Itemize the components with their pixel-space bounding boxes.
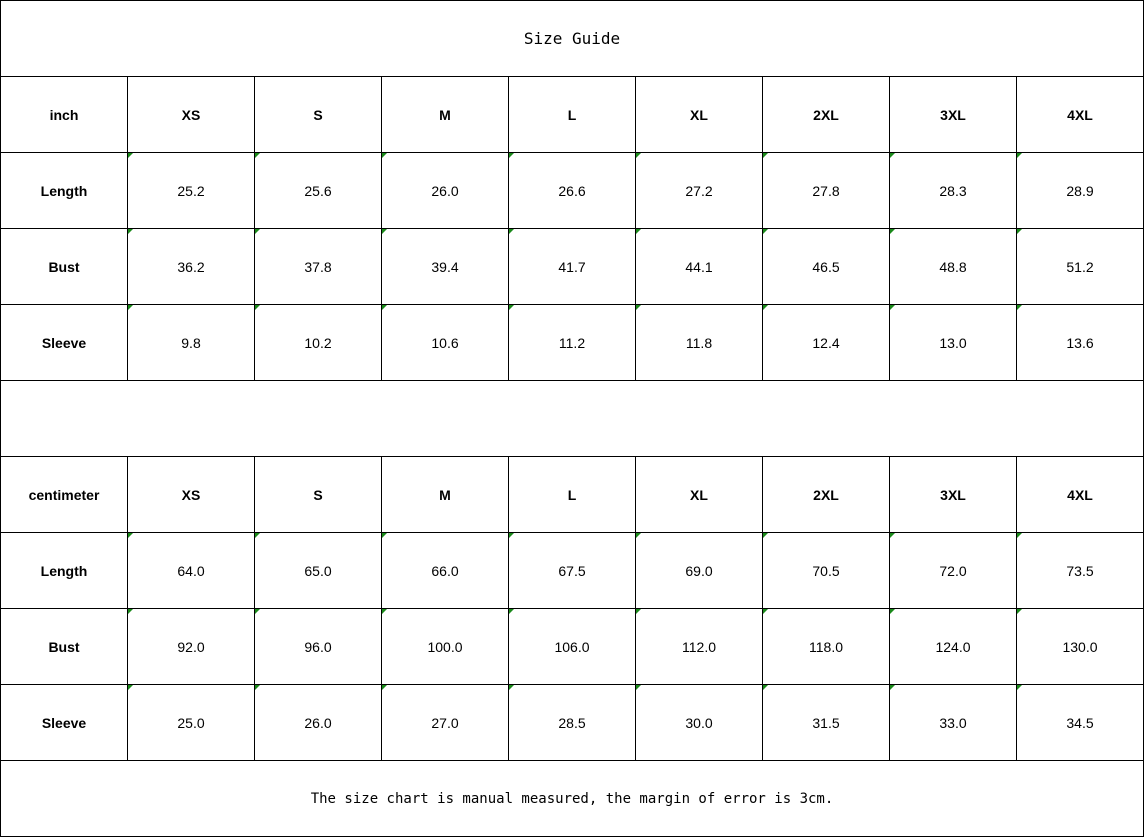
measurement-cell: 33.0 bbox=[889, 684, 1017, 761]
measurement-cell: 27.2 bbox=[635, 152, 763, 229]
measurement-cell: 28.3 bbox=[889, 152, 1017, 229]
measurement-cell: 92.0 bbox=[127, 608, 255, 685]
spacer-row bbox=[0, 380, 1144, 457]
table-row: Length 25.2 25.6 26.0 26.6 27.2 27.8 28.3 28.9 bbox=[0, 152, 1144, 229]
measurement-cell: 44.1 bbox=[635, 228, 763, 305]
size-header: 3XL bbox=[889, 76, 1017, 153]
size-header-row: inch XS S M L XL 2XL 3XL 4XL bbox=[0, 76, 1144, 153]
spacer-cell bbox=[0, 380, 1144, 457]
measurement-cell: 41.7 bbox=[508, 228, 636, 305]
size-header: L bbox=[508, 456, 636, 533]
size-header: L bbox=[508, 76, 636, 153]
measurement-note: The size chart is manual measured, the m… bbox=[0, 760, 1144, 837]
measurement-cell: 65.0 bbox=[254, 532, 382, 609]
table-row: Bust 36.2 37.8 39.4 41.7 44.1 46.5 48.8 51.2 bbox=[0, 228, 1144, 305]
size-header: 4XL bbox=[1015, 456, 1144, 533]
size-header: XS bbox=[127, 76, 255, 153]
row-label: Sleeve bbox=[0, 684, 128, 761]
page-title: Size Guide bbox=[0, 0, 1144, 77]
size-header: 2XL bbox=[762, 456, 890, 533]
measurement-cell: 96.0 bbox=[254, 608, 382, 685]
measurement-cell: 28.9 bbox=[1015, 152, 1144, 229]
measurement-cell: 67.5 bbox=[508, 532, 636, 609]
size-header: S bbox=[254, 76, 382, 153]
measurement-cell: 25.0 bbox=[127, 684, 255, 761]
row-label: Bust bbox=[0, 228, 128, 305]
note-row: The size chart is manual measured, the m… bbox=[0, 760, 1144, 837]
measurement-cell: 13.6 bbox=[1015, 304, 1144, 381]
size-header: S bbox=[254, 456, 382, 533]
measurement-cell: 27.0 bbox=[381, 684, 509, 761]
measurement-cell: 130.0 bbox=[1015, 608, 1144, 685]
table-row: Bust 92.0 96.0 100.0 106.0 112.0 118.0 124.0 130… bbox=[0, 608, 1144, 685]
measurement-cell: 25.6 bbox=[254, 152, 382, 229]
size-header: M bbox=[381, 456, 509, 533]
measurement-cell: 9.8 bbox=[127, 304, 255, 381]
measurement-cell: 37.8 bbox=[254, 228, 382, 305]
table-row: Sleeve 25.0 26.0 27.0 28.5 30.0 31.5 33.0 34.5 bbox=[0, 684, 1144, 761]
row-label: Length bbox=[0, 152, 128, 229]
size-header: XL bbox=[635, 76, 763, 153]
measurement-cell: 73.5 bbox=[1015, 532, 1144, 609]
size-header: M bbox=[381, 76, 509, 153]
row-label: Bust bbox=[0, 608, 128, 685]
measurement-cell: 11.2 bbox=[508, 304, 636, 381]
measurement-cell: 51.2 bbox=[1015, 228, 1144, 305]
size-header-row: centimeter XS S M L XL 2XL 3XL 4XL bbox=[0, 456, 1144, 533]
size-header: 2XL bbox=[762, 76, 890, 153]
row-label: Sleeve bbox=[0, 304, 128, 381]
measurement-cell: 100.0 bbox=[381, 608, 509, 685]
measurement-cell: 70.5 bbox=[762, 532, 890, 609]
measurement-cell: 27.8 bbox=[762, 152, 890, 229]
table-row: Length 64.0 65.0 66.0 67.5 69.0 70.5 72.0 73.5 bbox=[0, 532, 1144, 609]
measurement-cell: 26.6 bbox=[508, 152, 636, 229]
measurement-cell: 36.2 bbox=[127, 228, 255, 305]
measurement-cell: 11.8 bbox=[635, 304, 763, 381]
size-header: XS bbox=[127, 456, 255, 533]
measurement-cell: 118.0 bbox=[762, 608, 890, 685]
table-row: Sleeve 9.8 10.2 10.6 11.2 11.8 12.4 13.0 13.6 bbox=[0, 304, 1144, 381]
measurement-cell: 48.8 bbox=[889, 228, 1017, 305]
measurement-cell: 25.2 bbox=[127, 152, 255, 229]
measurement-cell: 34.5 bbox=[1015, 684, 1144, 761]
size-header: 3XL bbox=[889, 456, 1017, 533]
measurement-cell: 26.0 bbox=[254, 684, 382, 761]
measurement-cell: 124.0 bbox=[889, 608, 1017, 685]
row-label: Length bbox=[0, 532, 128, 609]
measurement-cell: 28.5 bbox=[508, 684, 636, 761]
unit-label: centimeter bbox=[0, 456, 128, 533]
size-header: 4XL bbox=[1015, 76, 1144, 153]
measurement-cell: 31.5 bbox=[762, 684, 890, 761]
measurement-cell: 66.0 bbox=[381, 532, 509, 609]
measurement-cell: 12.4 bbox=[762, 304, 890, 381]
measurement-cell: 69.0 bbox=[635, 532, 763, 609]
unit-label: inch bbox=[0, 76, 128, 153]
measurement-cell: 26.0 bbox=[381, 152, 509, 229]
measurement-cell: 112.0 bbox=[635, 608, 763, 685]
measurement-cell: 106.0 bbox=[508, 608, 636, 685]
size-header: XL bbox=[635, 456, 763, 533]
measurement-cell: 39.4 bbox=[381, 228, 509, 305]
measurement-cell: 13.0 bbox=[889, 304, 1017, 381]
measurement-cell: 10.6 bbox=[381, 304, 509, 381]
measurement-cell: 30.0 bbox=[635, 684, 763, 761]
measurement-cell: 72.0 bbox=[889, 532, 1017, 609]
title-row: Size Guide bbox=[0, 0, 1144, 77]
measurement-cell: 46.5 bbox=[762, 228, 890, 305]
measurement-cell: 64.0 bbox=[127, 532, 255, 609]
measurement-cell: 10.2 bbox=[254, 304, 382, 381]
